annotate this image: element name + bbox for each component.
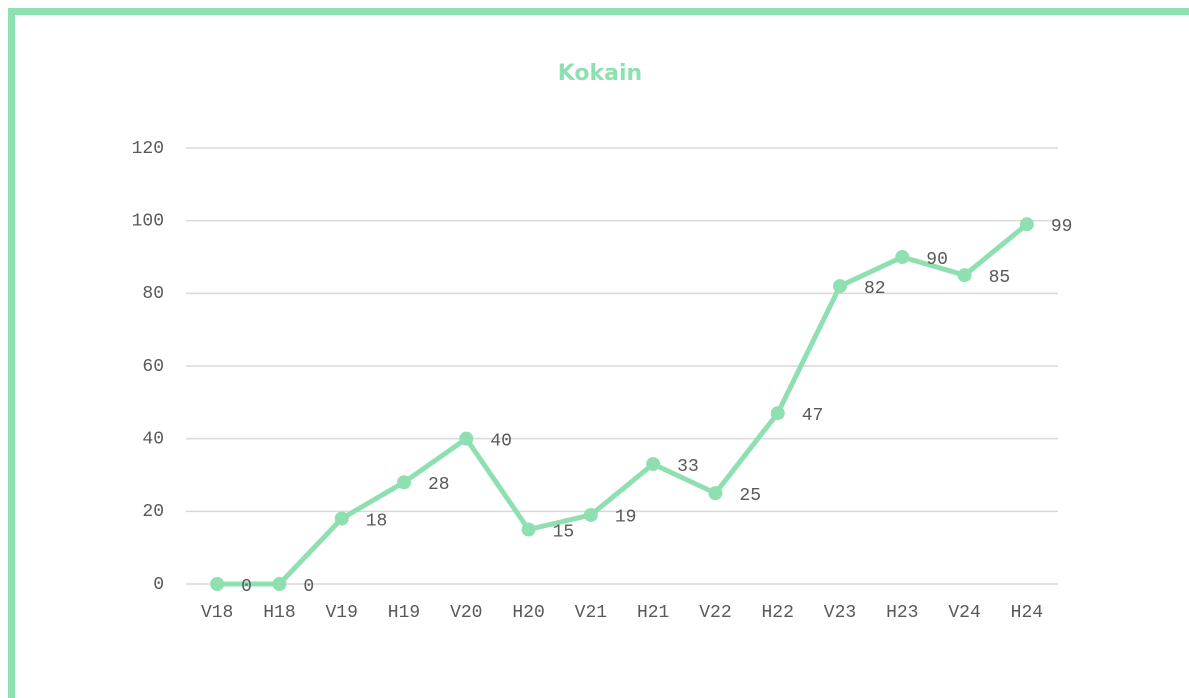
frame-top: [8, 8, 1189, 15]
marker: [833, 279, 847, 294]
marker: [895, 250, 910, 264]
marker: [770, 406, 785, 421]
marker: [957, 268, 972, 283]
y-tick-label: 80: [142, 284, 164, 304]
data-label: 0: [303, 577, 314, 597]
y-tick-label: 120: [132, 139, 164, 159]
x-tick-label: V23: [824, 603, 856, 623]
x-tick-label: H22: [762, 603, 794, 623]
y-tick-label: 20: [142, 502, 164, 522]
y-tick-label: 0: [153, 575, 164, 595]
data-label: 0: [241, 577, 252, 597]
x-tick-label: H18: [263, 603, 295, 623]
marker: [272, 577, 287, 591]
x-tick-label: H20: [512, 603, 544, 623]
data-label: 15: [553, 522, 575, 542]
marker: [583, 507, 598, 522]
x-tick-label: V19: [326, 603, 358, 623]
x-tick-label: V24: [948, 603, 980, 623]
data-label: 19: [615, 508, 637, 528]
data-label: 90: [926, 250, 948, 270]
data-label: 85: [989, 268, 1011, 288]
x-tick-label: H24: [1011, 603, 1043, 623]
data-label: 28: [428, 475, 450, 495]
x-tick-label: H23: [886, 603, 918, 623]
data-label: 47: [802, 406, 824, 426]
x-tick-label: V21: [575, 603, 607, 623]
data-label: 25: [739, 486, 761, 506]
x-tick-label: H21: [637, 603, 669, 623]
data-label: 99: [1051, 217, 1073, 237]
data-label: 33: [677, 457, 699, 477]
y-tick-label: 60: [142, 357, 164, 377]
marker: [210, 577, 225, 591]
x-tick-label: V20: [450, 603, 482, 623]
y-tick-label: 40: [142, 429, 164, 449]
marker: [334, 511, 349, 526]
marker: [521, 522, 536, 537]
data-label: 40: [490, 431, 512, 451]
line: [217, 222, 1029, 587]
x-tick-label: H19: [388, 603, 420, 623]
x-tick-label: V18: [201, 603, 233, 623]
chart-title: Kokain: [558, 61, 642, 86]
y-tick-label: 100: [132, 211, 164, 231]
marker: [397, 475, 411, 490]
frame-left: [8, 8, 15, 698]
marker: [1019, 217, 1034, 232]
marker: [708, 486, 723, 501]
data-label: 82: [864, 279, 886, 299]
x-tick-label: V22: [699, 603, 731, 623]
data-label: 18: [366, 511, 388, 531]
marker: [646, 457, 661, 472]
marker: [459, 431, 474, 446]
